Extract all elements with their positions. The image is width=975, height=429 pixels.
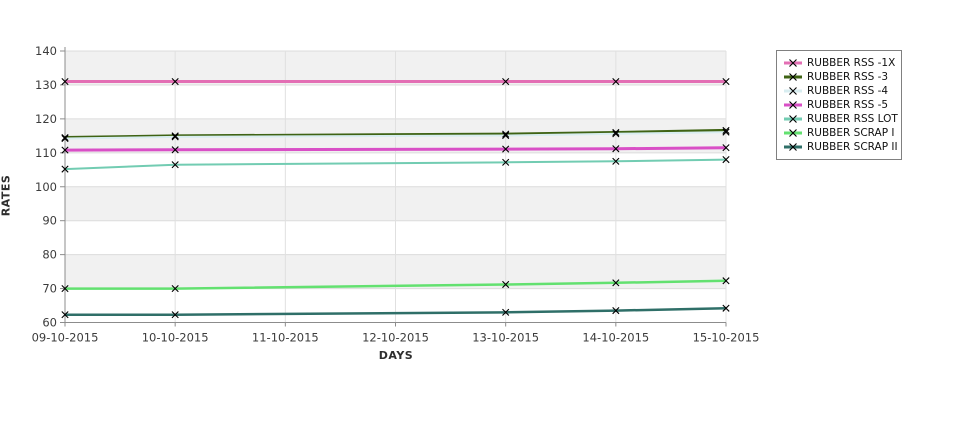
legend-label: RUBBER RSS -4 [807,85,889,97]
data-point-marker [722,77,730,86]
data-point-marker [612,307,620,315]
legend-box: RUBBER RSS -1X RUBBER RSS -3 RUBBER RSS -4… [776,50,902,160]
x-tick-label: 10-10-2015 [142,331,209,345]
legend-item: RUBBER SCRAP II [783,140,898,154]
y-tick-label: 90 [42,214,57,228]
x-tick-label: 11-10-2015 [252,331,319,345]
data-point-marker [502,145,510,153]
x-tick-label: 15-10-2015 [693,331,760,345]
data-point-marker [612,77,620,86]
x-tick-label: 14-10-2015 [582,331,649,345]
data-point-marker [502,131,510,140]
x-tick-label: 13-10-2015 [472,331,539,345]
data-point-marker [61,146,69,154]
data-point-marker [612,128,620,137]
data-point-marker [722,156,730,164]
data-point-marker [171,146,179,154]
legend-item: RUBBER SCRAP I [783,126,895,140]
data-point-marker [612,145,620,153]
legend-swatch-line-icon [784,115,802,123]
legend-label: RUBBER RSS LOT [807,113,898,125]
data-point-marker [171,161,179,169]
data-point-marker [171,284,179,293]
data-point-marker [61,284,69,293]
y-tick-label: 100 [35,180,57,194]
data-point-marker [502,308,510,316]
x-tick-label: 09-10-2015 [32,331,99,345]
data-point-marker [612,279,620,287]
data-point-marker [61,165,69,173]
data-point-marker [61,77,69,86]
y-tick-label: 60 [42,316,57,330]
legend-item: RUBBER RSS -5 [783,98,895,112]
legend-swatch-line-icon [784,129,802,137]
legend-label: RUBBER RSS -1X [807,57,896,69]
legend-label: RUBBER SCRAP I [807,127,895,139]
y-tick-label: 120 [35,112,57,126]
data-point-marker [171,311,179,319]
legend-label: RUBBER SCRAP II [807,141,898,153]
legend-swatch-line-icon [784,59,802,67]
data-point-marker [502,77,510,86]
data-point-marker [722,126,730,135]
legend-item: RUBBER RSS LOT [783,112,898,126]
data-point-marker [502,130,510,138]
legend-label: RUBBER RSS -5 [807,99,889,111]
legend-item: RUBBER RSS -1X [783,56,895,70]
legend-swatch-line-icon [784,143,802,151]
y-tick-label: 110 [35,146,57,160]
legend-swatch-line-icon [784,101,802,109]
data-point-marker [722,304,730,312]
y-tick-label: 80 [42,248,57,262]
legend-item: RUBBER RSS -4 [783,84,895,98]
data-point-marker [612,157,620,165]
data-point-marker [612,130,620,138]
data-point-marker [722,128,730,136]
x-tick-label: 12-10-2015 [362,331,429,345]
y-axis-title: RATES [0,174,13,217]
data-point-marker [502,158,510,166]
y-tick-label: 140 [35,44,57,58]
legend-swatch-line-icon [784,73,802,81]
data-point-marker [171,77,179,86]
data-point-marker [171,132,179,140]
data-point-marker [502,280,510,289]
data-point-marker [171,133,179,141]
data-point-marker [61,134,69,143]
legend-swatch-line-icon [784,87,802,95]
legend-label: RUBBER RSS -3 [807,71,889,83]
data-point-marker [722,144,730,152]
data-point-marker [61,133,69,142]
data-point-marker [61,311,69,319]
x-axis-title: DAYS [378,349,414,362]
y-tick-label: 70 [42,282,57,296]
data-point-marker [722,277,730,285]
legend-item: RUBBER RSS -3 [783,70,895,84]
y-tick-label: 130 [35,78,57,92]
